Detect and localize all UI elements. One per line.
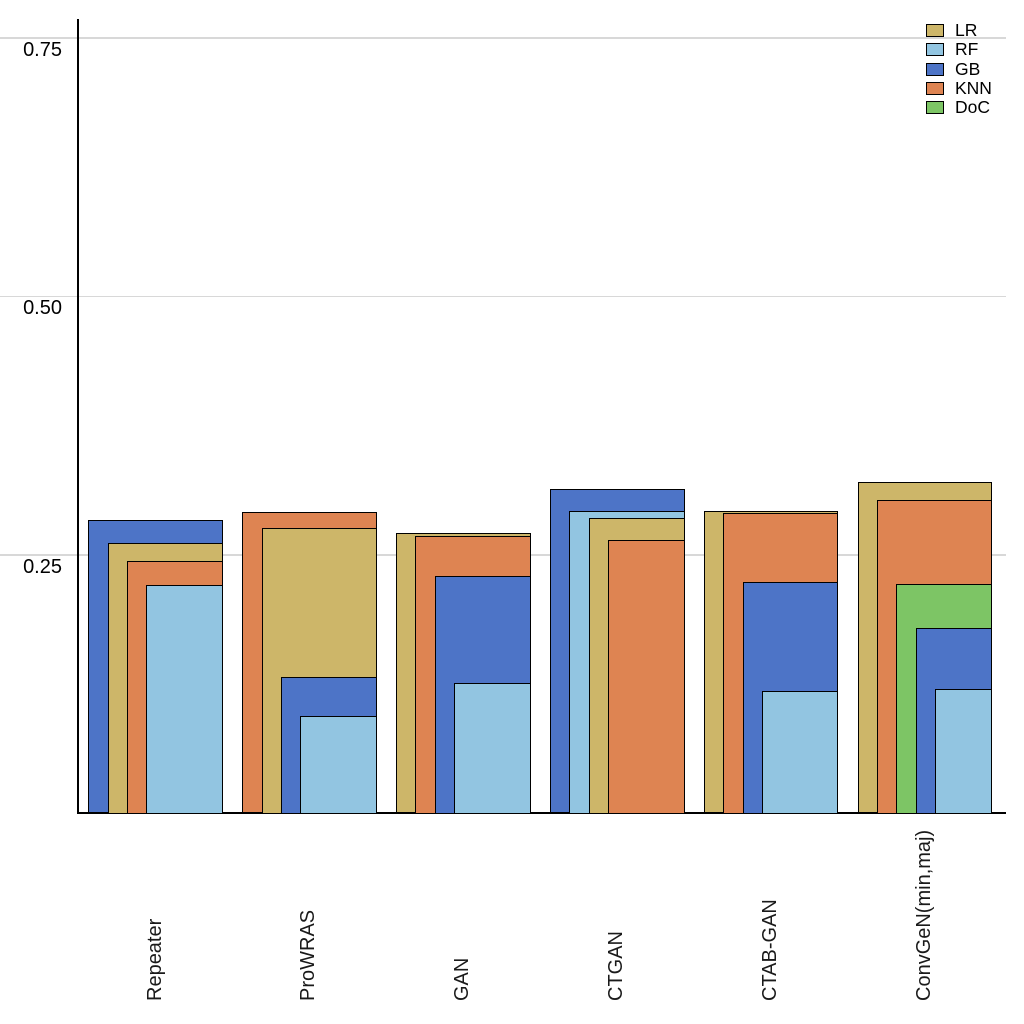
legend: LR RF GB KNN DoC [926,21,992,117]
legend-label: LR [955,20,978,41]
y-axis-line [77,19,79,814]
legend-swatch-lr [926,24,944,38]
legend-swatch-rf [926,43,944,57]
legend-row-lr: LR [926,21,992,40]
x-label-repeater: Repeater [143,918,166,1001]
x-label-ctgan: CTGAN [605,931,628,1001]
legend-swatch-doc [926,101,944,115]
x-label-convgen-min-maj-: ConvGeN(min,maj) [913,829,935,1001]
y-tick-label: 0.50 [23,297,62,319]
bar-repeater-rf [146,585,223,814]
x-label-prowras: ProWRAS [297,909,320,1001]
legend-label: KNN [955,78,992,99]
bar-convgen-min-maj--rf [935,689,993,814]
gridline-0.75 [0,37,1006,39]
bar-ctab-gan-rf [761,690,839,814]
legend-row-gb: GB [926,58,992,79]
x-label-ctab-gan: CTAB-GAN [759,899,782,1001]
y-tick-label: 0.25 [23,555,62,578]
legend-swatch-gb [926,62,944,76]
bar-gan-rf [454,683,531,814]
x-axis-line [78,812,1006,814]
legend-label: RF [955,39,979,60]
legend-label: GB [955,58,981,79]
legend-row-knn: KNN [926,79,992,98]
legend-label: DoC [955,97,991,118]
x-label-gan: GAN [451,957,474,1001]
bar-ctgan-knn [607,539,685,814]
legend-row-doc: DoC [926,98,992,117]
legend-swatch-knn [926,82,944,96]
y-tick-label: 0.75 [23,38,62,61]
gridline-0.50 [0,295,1006,297]
legend-row-rf: RF [926,40,992,59]
bar-prowras-rf [300,716,377,814]
